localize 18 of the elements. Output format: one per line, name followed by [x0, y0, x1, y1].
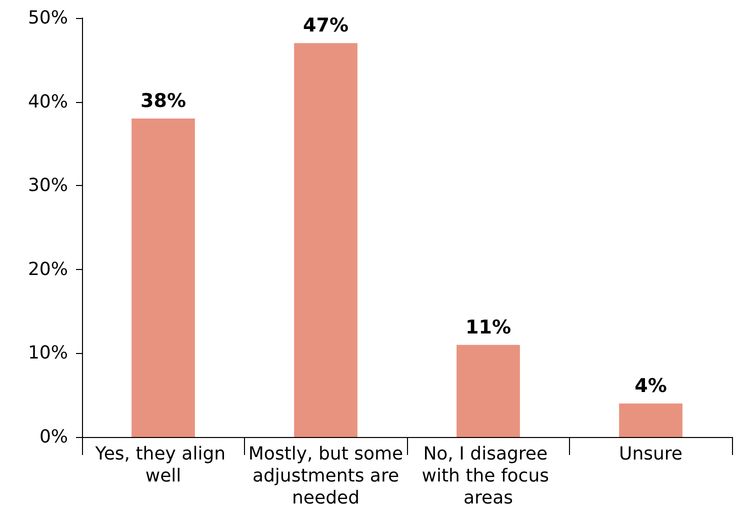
y-tick-label: 40% — [28, 91, 68, 112]
y-tick-label: 50% — [28, 8, 68, 28]
y-tick-label: 0% — [39, 426, 68, 448]
x-tick-label: Unsure — [619, 444, 682, 464]
data-label: 38% — [140, 90, 186, 112]
y-tick-label: 10% — [28, 342, 68, 364]
data-label: 47% — [303, 14, 348, 37]
y-tick-label: 30% — [28, 175, 68, 196]
x-tick-label: Mostly, but some adjustments are needed — [246, 444, 405, 508]
bar — [294, 43, 358, 437]
bar — [132, 118, 195, 437]
bar — [456, 344, 520, 437]
x-tick-label: Yes, they align well — [94, 444, 232, 486]
data-label: 4% — [634, 374, 667, 397]
data-label: 11% — [466, 316, 511, 338]
y-tick-label: 20% — [28, 258, 68, 280]
x-tick-label: No, I disagree with the focus areas — [422, 444, 555, 508]
bar — [619, 403, 682, 437]
